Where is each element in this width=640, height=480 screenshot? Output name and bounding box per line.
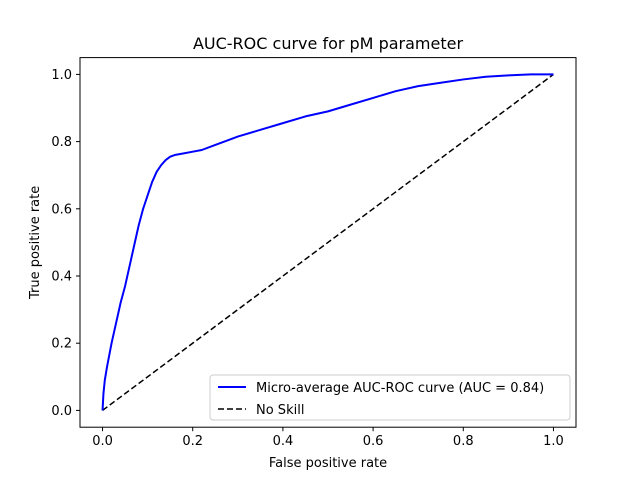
- series-line-1: [102, 73, 554, 412]
- legend: Micro-average AUC-ROC curve (AUC = 0.84)…: [209, 374, 571, 421]
- y-axis-label: True positive rate: [28, 186, 43, 300]
- y-tick-label: 0.0: [51, 404, 72, 419]
- x-tick-label: 1.0: [543, 434, 564, 449]
- x-tick-label: 0.8: [453, 434, 474, 449]
- series-layer: [101, 73, 554, 412]
- x-tick-label: 0.6: [363, 434, 384, 449]
- y-tick-label: 0.4: [51, 270, 72, 285]
- legend-label: Micro-average AUC-ROC curve (AUC = 0.84): [256, 381, 544, 396]
- x-axis-label: False positive rate: [269, 456, 387, 471]
- series-line-0: [101, 73, 554, 411]
- x-tick-label: 0.4: [273, 434, 294, 449]
- legend-box: [209, 374, 571, 421]
- x-tick-label: 0.0: [92, 434, 113, 449]
- legend-label: No Skill: [256, 403, 304, 418]
- y-tick-label: 0.6: [51, 202, 72, 217]
- y-tick-label: 0.8: [51, 135, 72, 150]
- ticks-layer: 0.0 0.2 0.4 0.6 0.8 1.0 0.0 0.2 0.4 0.6 0.8 1.0: [51, 68, 563, 449]
- x-tick-label: 0.2: [182, 434, 203, 449]
- y-tick-label: 1.0: [51, 68, 72, 83]
- y-tick-label: 0.2: [51, 337, 72, 352]
- plot-frame: [79, 57, 577, 428]
- chart-title: AUC-ROC curve for pM parameter: [193, 34, 464, 53]
